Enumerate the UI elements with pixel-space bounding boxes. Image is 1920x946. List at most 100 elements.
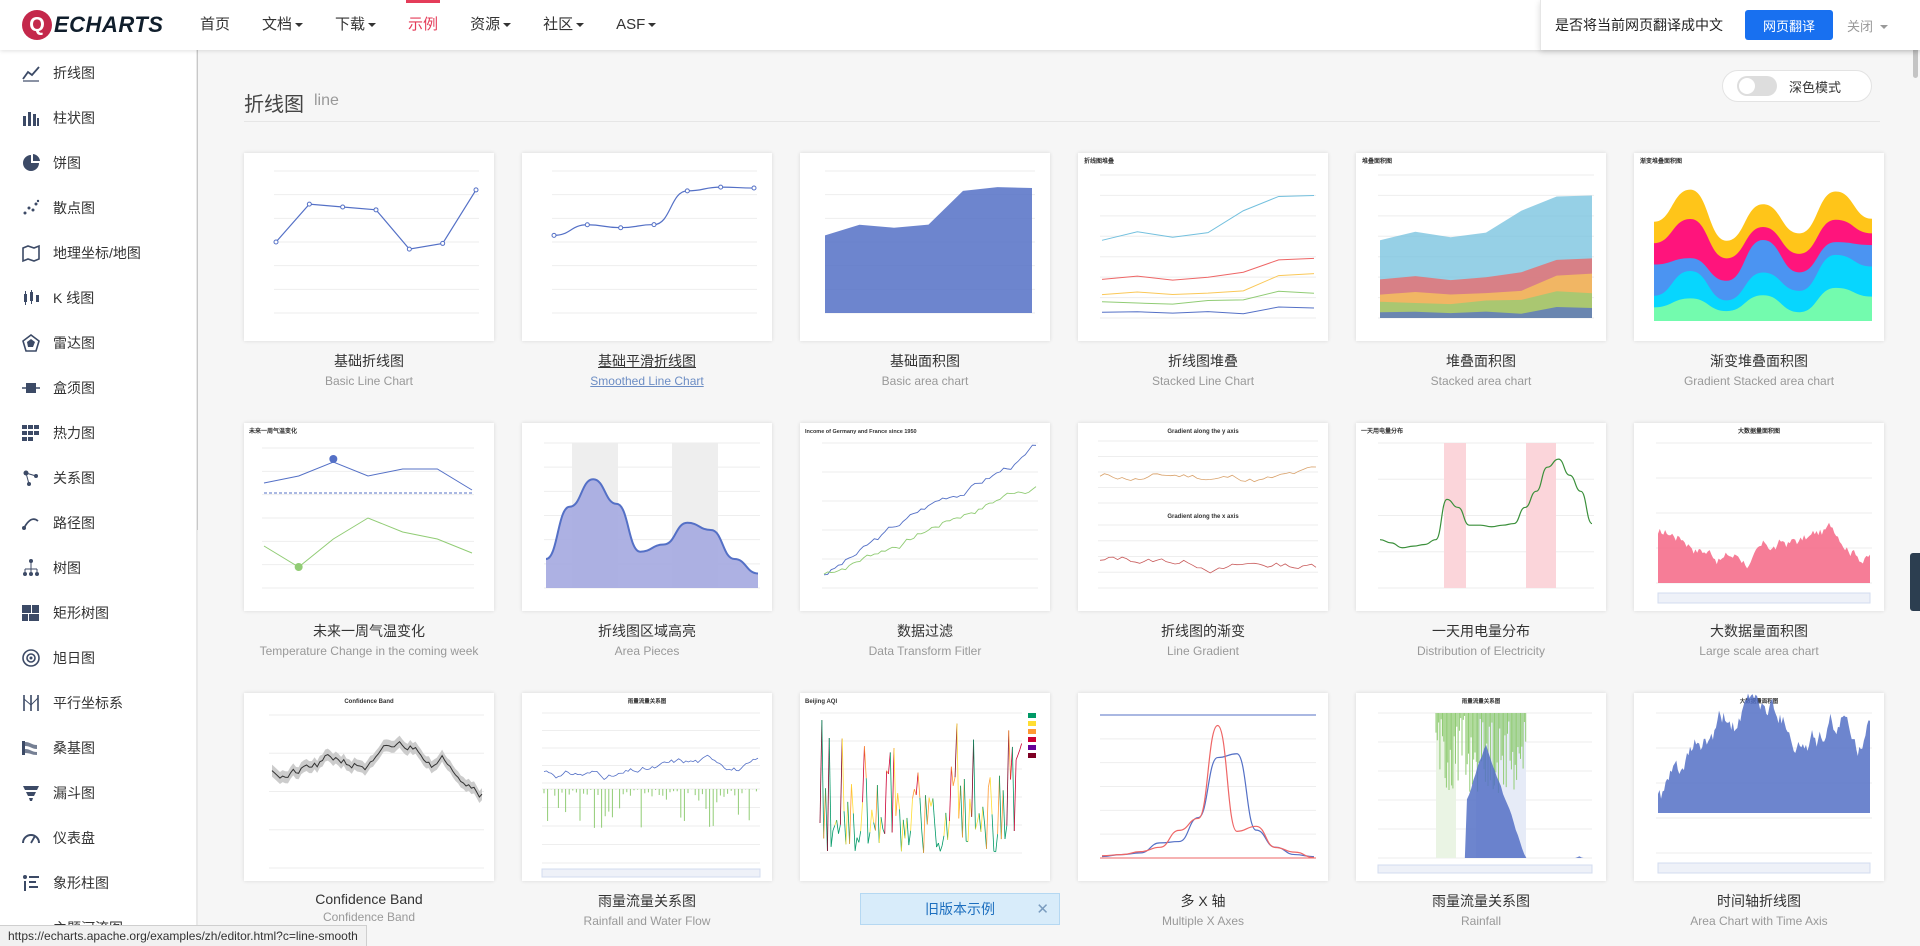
example-title[interactable]: 一天用电量分布: [1432, 623, 1530, 639]
nav-item-5[interactable]: 社区: [527, 0, 600, 50]
dark-mode-switch[interactable]: [1737, 76, 1777, 96]
example-title[interactable]: 折线图堆叠: [1168, 353, 1238, 369]
translate-button[interactable]: 网页翻译: [1745, 10, 1833, 40]
sidebar-item-3[interactable]: 散点图: [0, 185, 196, 230]
example-card[interactable]: 多 X 轴 Multiple X Axes: [1078, 693, 1328, 928]
sidebar-item-15[interactable]: 桑基图: [0, 725, 196, 770]
nav-item-4[interactable]: 资源: [454, 0, 527, 50]
sidebar-item-10[interactable]: 路径图: [0, 500, 196, 545]
example-thumbnail[interactable]: 折线图堆叠: [1078, 153, 1328, 341]
sidebar-item-2[interactable]: 饼图: [0, 140, 196, 185]
example-title[interactable]: 基础面积图: [890, 353, 960, 369]
close-icon[interactable]: ✕: [1036, 901, 1049, 918]
example-thumbnail[interactable]: [800, 153, 1050, 341]
example-card[interactable]: 大数据量面积图 时间轴折线图 Area Chart with Time Axis: [1634, 693, 1884, 928]
series-line: [819, 720, 823, 824]
example-card[interactable]: 折线图区域高亮 Area Pieces: [522, 423, 772, 658]
visualmap-piece: [1028, 713, 1036, 718]
sidebar-item-11[interactable]: 树图: [0, 545, 196, 590]
example-thumbnail[interactable]: 未来一周气温变化: [244, 423, 494, 611]
nav-item-0[interactable]: 首页: [184, 0, 246, 50]
example-title[interactable]: 堆叠面积图: [1446, 353, 1516, 369]
example-title[interactable]: Confidence Band: [315, 891, 423, 907]
sidebar-item-13[interactable]: 旭日图: [0, 635, 196, 680]
sidebar-item-14[interactable]: 平行坐标系: [0, 680, 196, 725]
echarts-logo[interactable]: Q ECHARTS: [22, 8, 163, 42]
series-line: [973, 739, 976, 830]
example-thumbnail[interactable]: 一天用电量分布: [1356, 423, 1606, 611]
nav-item-6[interactable]: ASF: [600, 0, 672, 50]
sidebar-item-0[interactable]: 折线图: [0, 50, 196, 95]
series-line: [1006, 730, 1010, 826]
example-card[interactable]: Gradient along the y axis Gradient along …: [1078, 423, 1328, 658]
example-title[interactable]: 雨量流量关系图: [1432, 893, 1530, 909]
example-card[interactable]: 大数据量面积图 大数据量面积图 Large scale area chart: [1634, 423, 1884, 658]
old-version-notice[interactable]: 旧版本示例 ✕: [860, 893, 1060, 925]
example-thumbnail[interactable]: [522, 153, 772, 341]
example-card[interactable]: Confidence Band Confidence Band Confidence…: [244, 693, 494, 924]
side-widget-tab[interactable]: [1910, 553, 1920, 611]
example-thumbnail[interactable]: 雨量流量关系图: [522, 693, 772, 881]
sidebar-item-4[interactable]: 地理坐标/地图: [0, 230, 196, 275]
example-title[interactable]: 多 X 轴: [1180, 893, 1226, 909]
dark-mode-toggle[interactable]: 深色模式: [1722, 70, 1872, 102]
example-card[interactable]: 折线图堆叠 折线图堆叠 Stacked Line Chart: [1078, 153, 1328, 388]
example-title[interactable]: 基础折线图: [334, 353, 404, 369]
sidebar-item-9[interactable]: 关系图: [0, 455, 196, 500]
sidebar-item-1[interactable]: 柱状图: [0, 95, 196, 140]
nav-item-3[interactable]: 示例: [392, 0, 454, 50]
example-card[interactable]: 渐变堆叠面积图 渐变堆叠面积图 Gradient Stacked area char…: [1634, 153, 1884, 388]
page-title: 折线图: [244, 94, 304, 116]
example-card[interactable]: 基础折线图 Basic Line Chart: [244, 153, 494, 388]
example-thumbnail[interactable]: 渐变堆叠面积图: [1634, 153, 1884, 341]
example-thumbnail[interactable]: Beijing AQI: [800, 693, 1050, 881]
example-thumbnail[interactable]: 堆叠面积图: [1356, 153, 1606, 341]
sidebar-item-18[interactable]: 象形柱图: [0, 860, 196, 905]
example-card[interactable]: 未来一周气温变化 未来一周气温变化 Temperature Change in th…: [244, 423, 494, 658]
sidebar-item-6[interactable]: 雷达图: [0, 320, 196, 365]
example-title[interactable]: 折线图区域高亮: [598, 623, 696, 639]
translate-close-button[interactable]: 关闭: [1847, 16, 1888, 35]
example-title[interactable]: 数据过滤: [897, 623, 953, 639]
thumbnail-preview: Income of Germany and France since 1950: [805, 429, 1038, 589]
sidebar-item-17[interactable]: 仪表盘: [0, 815, 196, 860]
series-line: [1099, 466, 1317, 483]
example-thumbnail[interactable]: Income of Germany and France since 1950: [800, 423, 1050, 611]
example-title[interactable]: 雨量流量关系图: [598, 893, 696, 909]
series-line: [991, 814, 995, 852]
nav-item-1[interactable]: 文档: [246, 0, 319, 50]
example-card[interactable]: 一天用电量分布 一天用电量分布 Distribution of Electricit…: [1356, 423, 1606, 658]
example-thumbnail[interactable]: Gradient along the y axis Gradient along …: [1078, 423, 1328, 611]
example-title[interactable]: 未来一周气温变化: [313, 623, 425, 639]
example-title[interactable]: 渐变堆叠面积图: [1710, 353, 1808, 369]
example-card[interactable]: 堆叠面积图 堆叠面积图 Stacked area chart: [1356, 153, 1606, 388]
example-thumbnail[interactable]: [1078, 693, 1328, 881]
sidebar-item-12[interactable]: 矩形树图: [0, 590, 196, 635]
example-card[interactable]: Beijing AQI北京 AQI 可视化: [800, 693, 1050, 914]
thumbnail-title: 大数据量面积图: [1740, 697, 1779, 705]
example-title[interactable]: 折线图的渐变: [1161, 623, 1245, 639]
example-thumbnail[interactable]: [522, 423, 772, 611]
example-title[interactable]: 基础平滑折线图: [598, 353, 696, 369]
sidebar-item-8[interactable]: 热力图: [0, 410, 196, 455]
sidebar-item-label: 仪表盘: [53, 829, 95, 846]
sidebar-item-5[interactable]: K 线图: [0, 275, 196, 320]
chevron-down-icon: [1879, 25, 1888, 30]
example-title[interactable]: 时间轴折线图: [1717, 893, 1801, 909]
example-card[interactable]: 雨量流量关系图 雨量流量关系图 Rainfall: [1356, 693, 1606, 928]
nav-item-2[interactable]: 下载: [319, 0, 392, 50]
example-card[interactable]: 基础面积图 Basic area chart: [800, 153, 1050, 388]
example-title[interactable]: 大数据量面积图: [1710, 623, 1808, 639]
example-thumbnail[interactable]: Confidence Band: [244, 693, 494, 881]
example-thumbnail[interactable]: 雨量流量关系图: [1356, 693, 1606, 881]
example-card[interactable]: 雨量流量关系图 雨量流量关系图 Rainfall and Water Flow: [522, 693, 772, 928]
example-thumbnail[interactable]: 大数据量面积图: [1634, 423, 1884, 611]
example-card[interactable]: 基础平滑折线图 Smoothed Line Chart: [522, 153, 772, 388]
example-thumbnail[interactable]: [244, 153, 494, 341]
example-thumbnail[interactable]: 大数据量面积图: [1634, 693, 1884, 881]
example-card[interactable]: Income of Germany and France since 1950 数…: [800, 423, 1050, 658]
sidebar-item-16[interactable]: 漏斗图: [0, 770, 196, 815]
series-line: [1101, 306, 1315, 315]
sidebar-item-7[interactable]: 盒须图: [0, 365, 196, 410]
series-line: [908, 830, 912, 846]
